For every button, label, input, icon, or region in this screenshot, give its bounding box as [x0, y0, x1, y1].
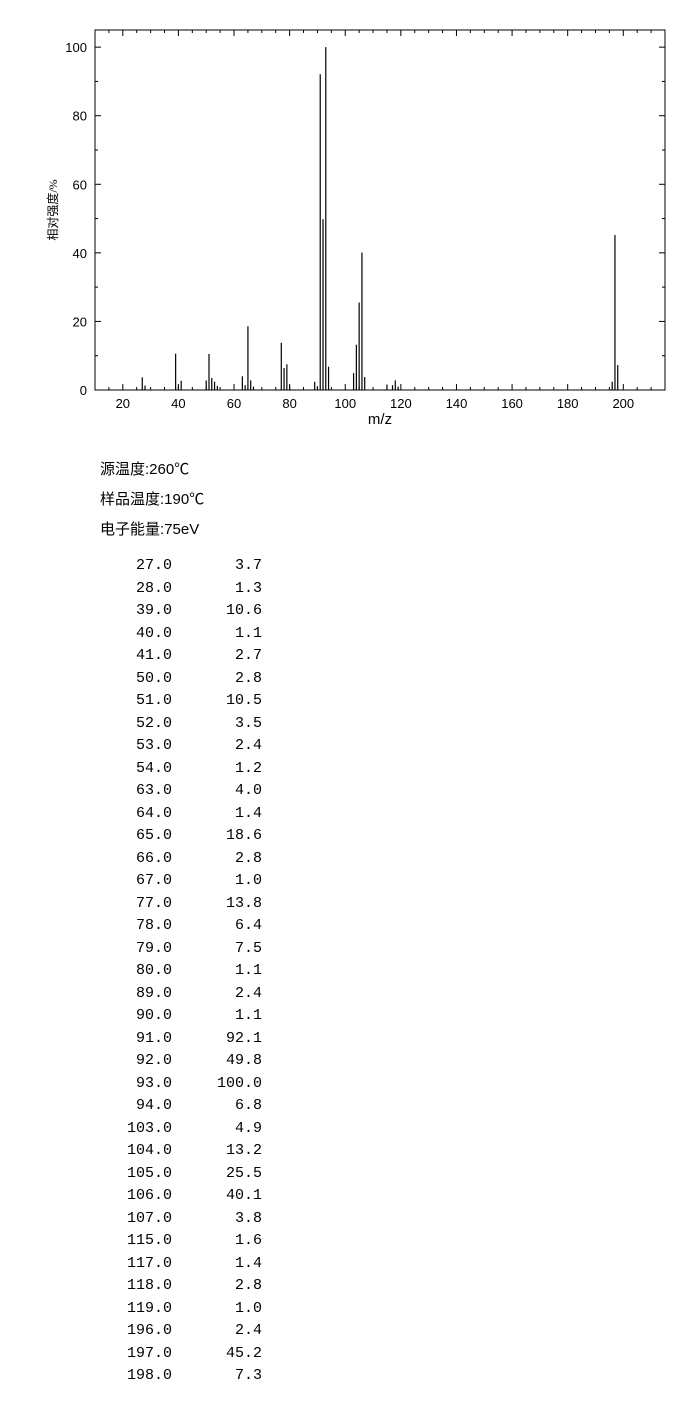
- table-row: 89.0 2.4: [100, 983, 687, 1006]
- svg-text:180: 180: [557, 396, 579, 411]
- table-row: 90.0 1.1: [100, 1005, 687, 1028]
- table-row: 63.0 4.0: [100, 780, 687, 803]
- table-row: 80.0 1.1: [100, 960, 687, 983]
- svg-text:60: 60: [73, 177, 87, 192]
- table-row: 77.0 13.8: [100, 893, 687, 916]
- svg-text:80: 80: [282, 396, 296, 411]
- svg-text:200: 200: [612, 396, 634, 411]
- table-row: 66.0 2.8: [100, 848, 687, 871]
- table-row: 52.0 3.5: [100, 713, 687, 736]
- spectrum-svg: 0 20 40 60 80 100 20 40 60 80 100 120 140 160 180 200 m/…: [40, 20, 675, 425]
- table-row: 94.0 6.8: [100, 1095, 687, 1118]
- table-row: 65.0 18.6: [100, 825, 687, 848]
- peak-data-table: 27.0 3.7 28.0 1.3 39.0 10.6 40.0 1.1 41.…: [100, 555, 687, 1388]
- svg-text:100: 100: [65, 40, 87, 55]
- table-row: 107.0 3.8: [100, 1208, 687, 1231]
- svg-text:60: 60: [227, 396, 241, 411]
- table-row: 115.0 1.6: [100, 1230, 687, 1253]
- table-row: 91.0 92.1: [100, 1028, 687, 1051]
- table-row: 39.0 10.6: [100, 600, 687, 623]
- table-row: 118.0 2.8: [100, 1275, 687, 1298]
- svg-text:m/z: m/z: [368, 411, 392, 425]
- table-row: 28.0 1.3: [100, 578, 687, 601]
- table-row: 92.0 49.8: [100, 1050, 687, 1073]
- table-row: 117.0 1.4: [100, 1253, 687, 1276]
- table-row: 79.0 7.5: [100, 938, 687, 961]
- table-row: 53.0 2.4: [100, 735, 687, 758]
- table-row: 51.0 10.5: [100, 690, 687, 713]
- svg-text:80: 80: [73, 109, 87, 124]
- info-block: 源温度:260℃ 样品温度:190℃ 电子能量:75eV: [100, 455, 687, 545]
- table-row: 67.0 1.0: [100, 870, 687, 893]
- table-row: 196.0 2.4: [100, 1320, 687, 1343]
- svg-text:160: 160: [501, 396, 523, 411]
- table-row: 197.0 45.2: [100, 1343, 687, 1366]
- table-row: 104.0 13.2: [100, 1140, 687, 1163]
- svg-text:40: 40: [171, 396, 185, 411]
- sample-temp: 样品温度:190℃: [100, 485, 687, 515]
- table-row: 106.0 40.1: [100, 1185, 687, 1208]
- table-row: 41.0 2.7: [100, 645, 687, 668]
- svg-text:0: 0: [80, 383, 87, 398]
- svg-text:40: 40: [73, 246, 87, 261]
- svg-text:20: 20: [73, 314, 87, 329]
- table-row: 50.0 2.8: [100, 668, 687, 691]
- table-row: 198.0 7.3: [100, 1365, 687, 1388]
- source-temp: 源温度:260℃: [100, 455, 687, 485]
- svg-text:140: 140: [446, 396, 468, 411]
- mass-spectrum-chart: 0 20 40 60 80 100 20 40 60 80 100 120 140 160 180 200 m/…: [40, 20, 667, 425]
- table-row: 78.0 6.4: [100, 915, 687, 938]
- electron-energy: 电子能量:75eV: [100, 515, 687, 545]
- svg-text:相对强度/%: 相对强度/%: [45, 179, 60, 240]
- table-row: 105.0 25.5: [100, 1163, 687, 1186]
- svg-text:120: 120: [390, 396, 412, 411]
- table-row: 64.0 1.4: [100, 803, 687, 826]
- table-row: 93.0 100.0: [100, 1073, 687, 1096]
- table-row: 103.0 4.9: [100, 1118, 687, 1141]
- table-row: 27.0 3.7: [100, 555, 687, 578]
- svg-text:20: 20: [116, 396, 130, 411]
- svg-text:100: 100: [334, 396, 356, 411]
- table-row: 54.0 1.2: [100, 758, 687, 781]
- table-row: 40.0 1.1: [100, 623, 687, 646]
- table-row: 119.0 1.0: [100, 1298, 687, 1321]
